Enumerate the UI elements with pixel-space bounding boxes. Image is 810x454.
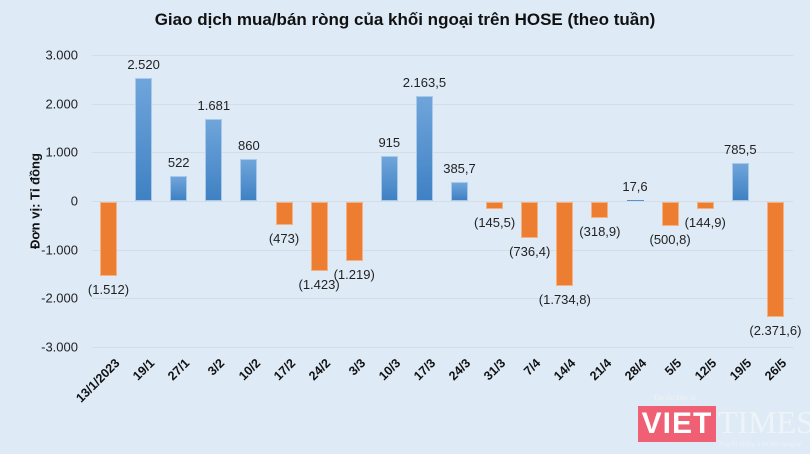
bar [556, 202, 574, 287]
x-tick-label: 10/2 [235, 356, 263, 384]
data-label: (2.371,6) [749, 323, 802, 339]
x-tick-label: 3/2 [205, 356, 228, 379]
data-label: (1.512) [87, 281, 130, 297]
bar [310, 202, 328, 272]
bar [170, 175, 188, 201]
data-label: 522 [167, 154, 190, 170]
y-tick-label: 3.000 [45, 47, 78, 63]
chart-title: Giao dịch mua/bán ròng của khối ngoại tr… [154, 10, 656, 29]
data-label: 17,6 [622, 179, 648, 195]
data-label: 1.681 [197, 98, 231, 114]
data-label: (736,4) [509, 243, 551, 259]
bar [731, 162, 749, 201]
x-tick-label: 24/3 [446, 356, 474, 384]
bar [415, 95, 433, 201]
y-tick-label: -2.000 [41, 290, 78, 306]
logo-tagline: Truyền thông trên nền tảng số [718, 440, 803, 448]
x-tick-label: 10/3 [376, 356, 404, 384]
x-tick-label: 28/4 [621, 356, 649, 384]
data-label: (145,5) [473, 215, 516, 231]
x-tick-label: 27/1 [165, 356, 193, 384]
x-tick-label: 12/5 [691, 356, 720, 384]
gridline [92, 250, 793, 251]
bar [486, 202, 504, 210]
bar [275, 202, 293, 226]
x-tick-label: 13/1/2023 [73, 356, 123, 406]
y-tick-label: -1.000 [41, 242, 78, 258]
x-tick-label: 3/3 [345, 356, 369, 379]
bar [521, 202, 539, 238]
data-label: (1.734,8) [538, 292, 591, 308]
bar [205, 119, 223, 201]
bar [135, 78, 153, 201]
x-tick-label: 7/4 [521, 356, 544, 379]
logo-times: TIMES [718, 404, 810, 440]
y-tick-label: -3.000 [41, 339, 78, 355]
gridline [92, 347, 793, 348]
data-label: (1.219) [333, 267, 375, 283]
data-label: (1.423) [298, 277, 340, 293]
data-label: 915 [378, 135, 401, 151]
data-label: 785,5 [724, 141, 757, 157]
gridline [92, 201, 793, 202]
x-tick-label: 24/2 [305, 356, 334, 384]
x-tick-label: 31/3 [481, 356, 509, 384]
bar [380, 156, 398, 201]
y-tick-label: 2.000 [45, 96, 78, 112]
gridline [92, 104, 793, 105]
bar [345, 202, 363, 262]
bar [626, 200, 644, 201]
bar [661, 202, 679, 227]
x-tick-label: 19/5 [727, 356, 755, 384]
x-tick-label: 17/3 [411, 356, 439, 384]
x-tick-label: 5/5 [661, 356, 685, 379]
bar [591, 202, 609, 218]
x-tick-label: 19/1 [130, 356, 158, 384]
x-tick-label: 21/4 [586, 356, 614, 384]
bar [451, 182, 468, 201]
logo-viet: VIET [638, 406, 716, 442]
gridline [92, 152, 793, 153]
bar [696, 202, 714, 210]
bar [766, 202, 784, 318]
y-tick-label: 1.000 [45, 144, 78, 160]
data-label: 2.520 [127, 57, 160, 73]
x-tick-label: 14/4 [551, 356, 579, 384]
data-label: (473) [268, 231, 300, 247]
data-label: 860 [238, 138, 260, 154]
bar [100, 202, 117, 276]
gridline [92, 298, 793, 299]
y-tick-label: 0 [70, 193, 78, 209]
viettimes-logo: Tạp chí điện tử VIET TIMES Truyền thông … [638, 394, 810, 450]
data-label: (500,8) [649, 232, 691, 248]
data-label: 385,7 [443, 161, 476, 177]
data-label: (144,9) [684, 215, 726, 231]
x-tick-label: 17/2 [270, 356, 298, 384]
data-label: (318,9) [579, 223, 621, 239]
x-tick-label: 26/5 [762, 356, 790, 384]
bar [240, 159, 258, 201]
data-label: 2.163,5 [402, 74, 447, 90]
logo-kicker: Tạp chí điện tử [653, 394, 696, 402]
gridline [92, 55, 793, 56]
